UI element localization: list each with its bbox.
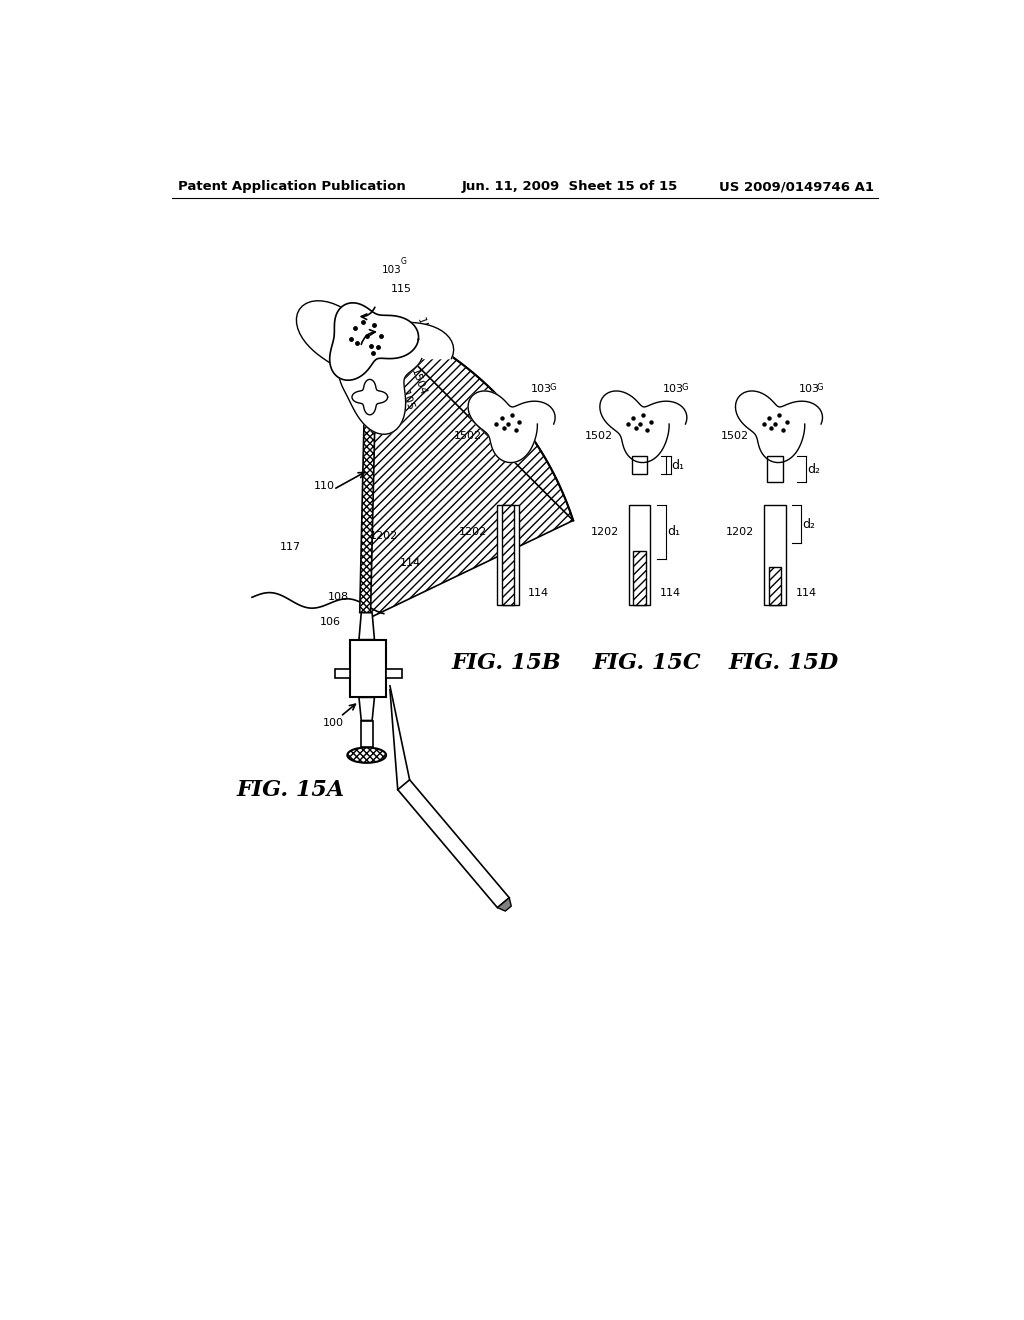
Text: d₂: d₂ — [807, 462, 820, 475]
Text: 103: 103 — [531, 384, 552, 395]
Text: G: G — [681, 383, 688, 392]
Polygon shape — [600, 391, 687, 462]
Bar — [502, 504, 514, 605]
Text: 106: 106 — [319, 616, 341, 627]
Text: d₁: d₁ — [672, 459, 685, 471]
Bar — [386, 669, 401, 678]
Bar — [633, 552, 646, 605]
Text: 1202: 1202 — [459, 527, 487, 537]
Text: 103: 103 — [799, 384, 819, 395]
Text: G: G — [817, 383, 823, 392]
Text: d₁: d₁ — [667, 525, 680, 539]
Polygon shape — [468, 391, 555, 462]
Text: 110: 110 — [313, 480, 335, 491]
Text: 115: 115 — [391, 284, 412, 294]
Text: 108: 108 — [328, 593, 348, 602]
Text: 105: 105 — [398, 389, 416, 413]
Text: 1502: 1502 — [454, 430, 481, 441]
Text: 117: 117 — [281, 543, 301, 552]
Polygon shape — [359, 697, 375, 721]
Ellipse shape — [347, 747, 386, 763]
Text: FIG. 15B: FIG. 15B — [452, 652, 561, 673]
Text: 114: 114 — [796, 589, 817, 598]
Text: 1202: 1202 — [370, 531, 398, 541]
Bar — [360, 721, 373, 747]
Polygon shape — [365, 313, 573, 620]
Bar — [769, 566, 781, 605]
Text: 1502: 1502 — [721, 430, 749, 441]
Text: G: G — [400, 257, 407, 267]
Text: 114: 114 — [659, 589, 681, 598]
Polygon shape — [296, 301, 454, 434]
Bar — [767, 457, 783, 482]
Text: 103: 103 — [382, 265, 401, 275]
Polygon shape — [498, 898, 511, 911]
Text: 103: 103 — [663, 384, 684, 395]
Text: 1202: 1202 — [726, 527, 755, 537]
Bar — [629, 504, 650, 605]
Text: 114: 114 — [528, 589, 549, 598]
Text: FIG. 15D: FIG. 15D — [729, 652, 839, 673]
Polygon shape — [330, 302, 419, 380]
Bar — [350, 640, 386, 697]
Text: FIG. 15A: FIG. 15A — [237, 779, 345, 801]
Polygon shape — [359, 405, 375, 612]
Polygon shape — [397, 780, 509, 908]
Text: 114: 114 — [400, 557, 422, 568]
Text: 118: 118 — [318, 333, 340, 342]
Text: 1202: 1202 — [591, 527, 618, 537]
Text: d₂: d₂ — [803, 517, 816, 531]
Bar — [632, 457, 647, 474]
Bar — [335, 669, 350, 678]
Polygon shape — [359, 612, 375, 640]
Text: FIG. 15C: FIG. 15C — [593, 652, 701, 673]
Text: Jun. 11, 2009  Sheet 15 of 15: Jun. 11, 2009 Sheet 15 of 15 — [461, 181, 678, 194]
Text: 1502: 1502 — [415, 317, 433, 347]
Polygon shape — [735, 391, 822, 462]
Text: Patent Application Publication: Patent Application Publication — [178, 181, 407, 194]
Bar — [497, 504, 518, 605]
Text: G: G — [550, 383, 556, 392]
Text: US 2009/0149746 A1: US 2009/0149746 A1 — [719, 181, 873, 194]
Text: 1504: 1504 — [410, 367, 428, 396]
Polygon shape — [352, 379, 388, 414]
Text: 1502: 1502 — [585, 430, 613, 441]
Bar — [764, 504, 786, 605]
Text: 100: 100 — [323, 718, 344, 727]
